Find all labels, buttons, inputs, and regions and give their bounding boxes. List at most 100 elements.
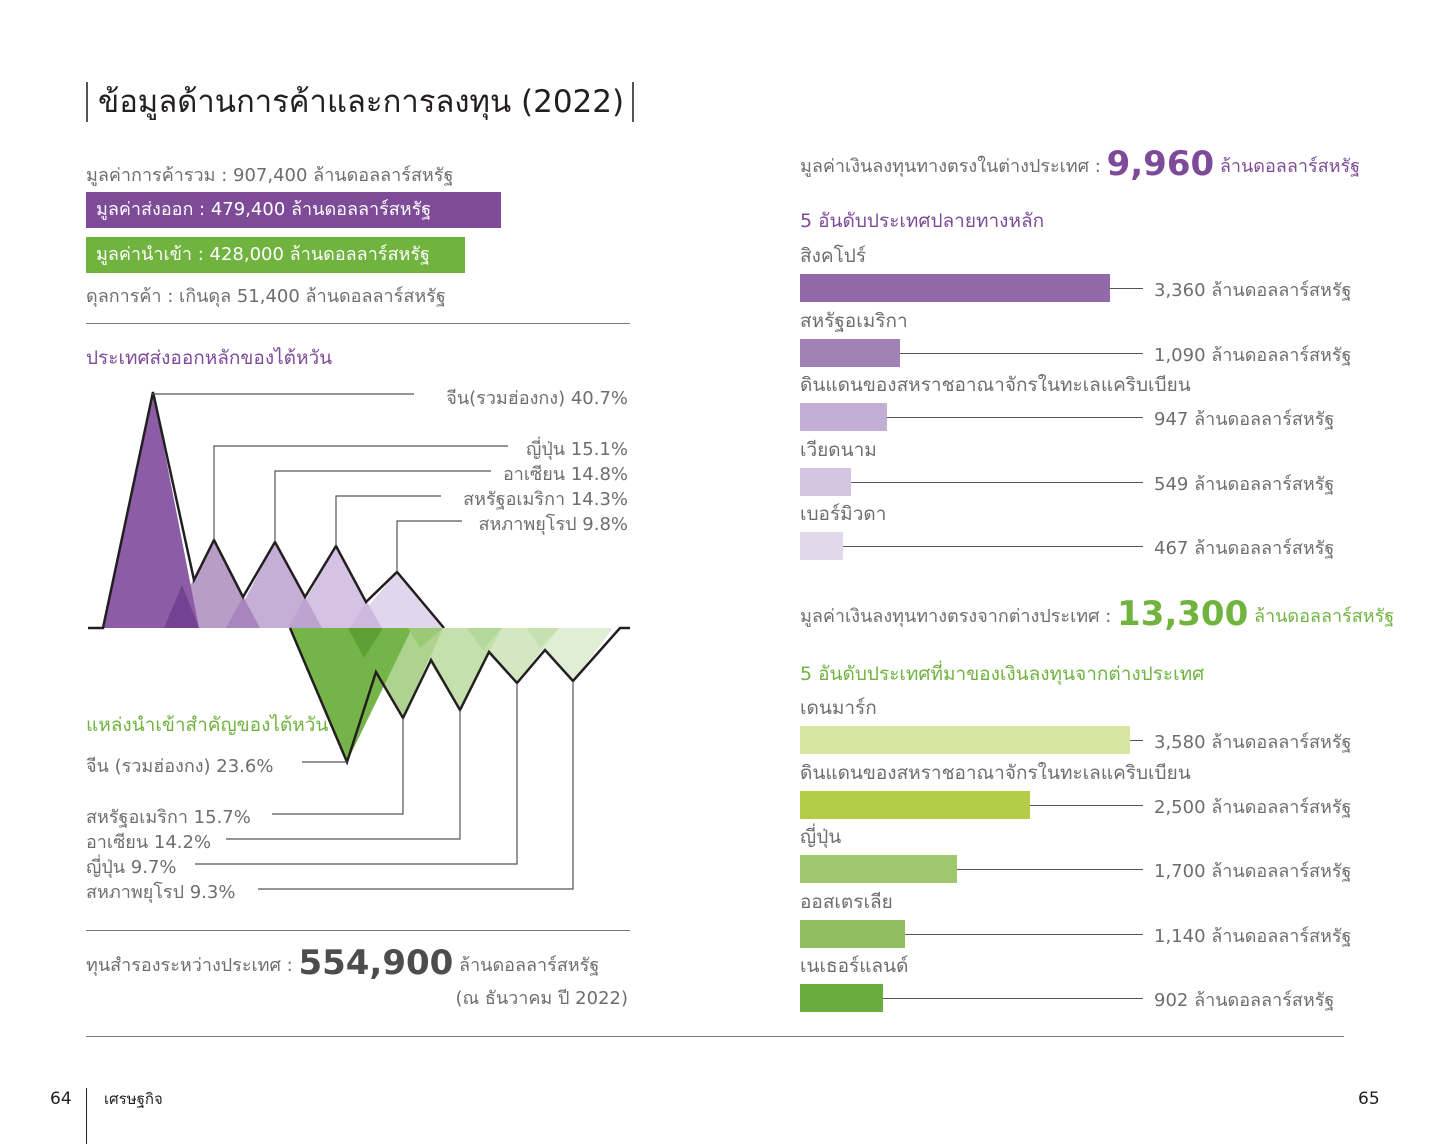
fdi-destination-category: สิงคโปร์ (800, 245, 867, 267)
import-label-japan: ญี่ปุ่น 9.7% (86, 857, 177, 878)
fdi-source-value-label: 3,580 ล้านดอลลาร์สหรัฐ (1154, 732, 1352, 753)
fdi-source-category: ออสเตรเลีย (800, 890, 893, 913)
section-name: เศรษฐกิจ (104, 1090, 163, 1108)
fdi-in-headline: มูลค่าเงินลงทุนทางตรงจากต่างประเทศ : 13,… (800, 594, 1394, 634)
page-number-left: 64 (50, 1089, 72, 1109)
fdi-destination-category: เวียดนาม (800, 438, 877, 461)
import-label-usa: สหรัฐอเมริกา 15.7% (86, 807, 251, 828)
fdi-source-bar (800, 919, 905, 948)
fdi-destination-category: สหรัฐอเมริกา (800, 309, 908, 332)
page-number-right: 65 (1358, 1089, 1380, 1109)
fdi-source-value-label: 2,500 ล้านดอลลาร์สหรัฐ (1154, 796, 1352, 818)
export-peak-asean (230, 542, 322, 628)
fdi-out-value: 9,960 (1106, 144, 1215, 184)
fdi-in-value: 13,300 (1117, 594, 1249, 634)
fdi-source-bar (800, 726, 1130, 754)
fdi-destination-bar (800, 532, 843, 560)
export-peak-usa (290, 546, 382, 628)
fdi-in-prefix: มูลค่าเงินลงทุนทางตรงจากต่างประเทศ : (800, 606, 1118, 627)
reserves-line: ทุนสำรองระหว่างประเทศ : 554,900 ล้านดอลล… (86, 943, 599, 983)
fdi-destination-leader-line (851, 481, 1143, 483)
page-title: ข้อมูลด้านการค้าและการลงทุน (2022) (86, 82, 635, 122)
leader-import-eu (258, 681, 574, 890)
imports-series (288, 626, 630, 766)
export-overlap-4 (350, 602, 382, 628)
leader-import-japan (195, 683, 518, 865)
reserves-prefix: ทุนสำรองระหว่างประเทศ : (86, 955, 299, 976)
fdi-destination-leader-line (843, 546, 1143, 547)
leader-export-eu (396, 520, 462, 572)
fdi-source-leader-line (883, 998, 1143, 999)
fdi-source-leader-line (957, 869, 1143, 870)
export-label-japan: ญี่ปุ่น 15.1% (526, 439, 628, 460)
reserves-value: 554,900 (298, 943, 454, 983)
import-overlap-4 (527, 628, 559, 648)
imports-banner: มูลค่านำเข้า : 428,000 ล้านดอลลาร์สหรัฐ (86, 237, 465, 273)
import-overlap-2 (408, 628, 443, 648)
page-rule (86, 1036, 1344, 1037)
fdi-source-leader-line (1130, 740, 1143, 741)
export-leader-lines (152, 393, 508, 572)
fdi-out-subtitle: 5 อันดับประเทศปลายทางหลัก (800, 210, 1045, 232)
fdi-destination-bar (800, 274, 1110, 302)
fdi-source-value-label: 902 ล้านดอลลาร์สหรัฐ (1154, 990, 1335, 1011)
fdi-destination-category: เบอร์มิวดา (800, 503, 887, 525)
fdi-source-bar (800, 790, 1030, 819)
export-overlap-2 (226, 597, 260, 628)
fdi-destination-bar (800, 403, 887, 431)
leader-export-japan (213, 445, 508, 540)
fdi-destination-value-label: 467 ล้านดอลลาร์สหรัฐ (1154, 538, 1335, 559)
divider (86, 323, 630, 324)
reserves-asof: (ณ ธันวาคม ปี 2022) (455, 988, 628, 1009)
fdi-out-headline: มูลค่าเงินลงทุนทางตรงในต่างประเทศ : 9,96… (800, 144, 1360, 184)
imports-section-title: แหล่งนำเข้าสำคัญของไต้หวัน (86, 714, 329, 736)
imports-outline (288, 626, 630, 766)
import-overlap-1 (348, 628, 383, 658)
fdi-destination-value-label: 3,360 ล้านดอลลาร์สหรัฐ (1154, 280, 1352, 301)
fdi-source-value-label: 1,140 ล้านดอลลาร์สหรัฐ (1154, 925, 1352, 947)
exports-section-title: ประเทศส่งออกหลักของไต้หวัน (86, 347, 333, 369)
fdi-destination-bar (800, 467, 851, 496)
fdi-destination-value-label: 1,090 ล้านดอลลาร์สหรัฐ (1154, 344, 1352, 366)
import-trough-china (290, 628, 412, 762)
fdi-out-prefix: มูลค่าเงินลงทุนทางตรงในต่างประเทศ : (800, 156, 1107, 177)
fdi-out-unit: ล้านดอลลาร์สหรัฐ (1214, 156, 1361, 177)
exports-banner: มูลค่าส่งออก : 479,400 ล้านดอลลาร์สหรัฐ (86, 192, 501, 228)
fdi-destination-bar (800, 338, 900, 367)
fdi-source-leader-line (905, 933, 1143, 935)
import-label-asean: อาเซียน 14.2% (86, 832, 212, 853)
export-overlap-1 (164, 585, 199, 628)
export-label-eu: สหภาพยุโรป 9.8% (478, 514, 628, 535)
exports-series (88, 391, 445, 630)
fdi-source-category: ดินแดนของสหราชอาณาจักรในทะเลแคริบเบียน (800, 761, 1191, 784)
import-label-china: จีน (รวมฮ่องกง) 23.6% (86, 756, 274, 777)
fdi-destination-category: ดินแดนของสหราชอาณาจักรในทะเลแคริบเบียน (800, 374, 1191, 396)
fdi-source-bar (800, 855, 957, 883)
import-overlap-3 (467, 628, 502, 650)
fdi-destination-value-label: 549 ล้านดอลลาร์สหรัฐ (1154, 473, 1335, 495)
fdi-in-subtitle: 5 อันดับประเทศที่มาของเงินลงทุนจากต่างปร… (800, 663, 1205, 685)
export-overlap-3 (288, 597, 322, 628)
fdi-destination-leader-line (900, 352, 1143, 354)
leader-export-china (152, 393, 414, 395)
import-leader-lines (195, 681, 574, 890)
export-peak-china (103, 392, 199, 628)
total-trade: มูลค่าการค้ารวม : 907,400 ล้านดอลลาร์สหร… (86, 165, 454, 186)
fdi-destination-leader-line (887, 417, 1143, 418)
footer-divider (86, 1088, 87, 1144)
leader-import-asean (226, 710, 461, 840)
fdi-destination-value-label: 947 ล้านดอลลาร์สหรัฐ (1154, 409, 1335, 430)
import-label-eu: สหภาพยุโรป 9.3% (86, 882, 236, 903)
fdi-source-value-label: 1,700 ล้านดอลลาร์สหรัฐ (1154, 861, 1352, 882)
leader-export-asean (274, 470, 491, 542)
trade-balance: ดุลการค้า : เกินดุล 51,400 ล้านดอลลาร์สห… (86, 286, 446, 307)
leader-export-usa (335, 495, 441, 546)
exports-outline (88, 391, 445, 630)
fdi-source-category: ญี่ปุ่น (800, 826, 842, 848)
fdi-in-unit: ล้านดอลลาร์สหรัฐ (1248, 606, 1395, 627)
leader-import-usa (272, 718, 404, 815)
fdi-source-leader-line (1030, 804, 1143, 806)
export-label-usa: สหรัฐอเมริกา 14.3% (463, 489, 628, 510)
export-label-china: จีน(รวมฮ่องกง) 40.7% (446, 388, 628, 409)
